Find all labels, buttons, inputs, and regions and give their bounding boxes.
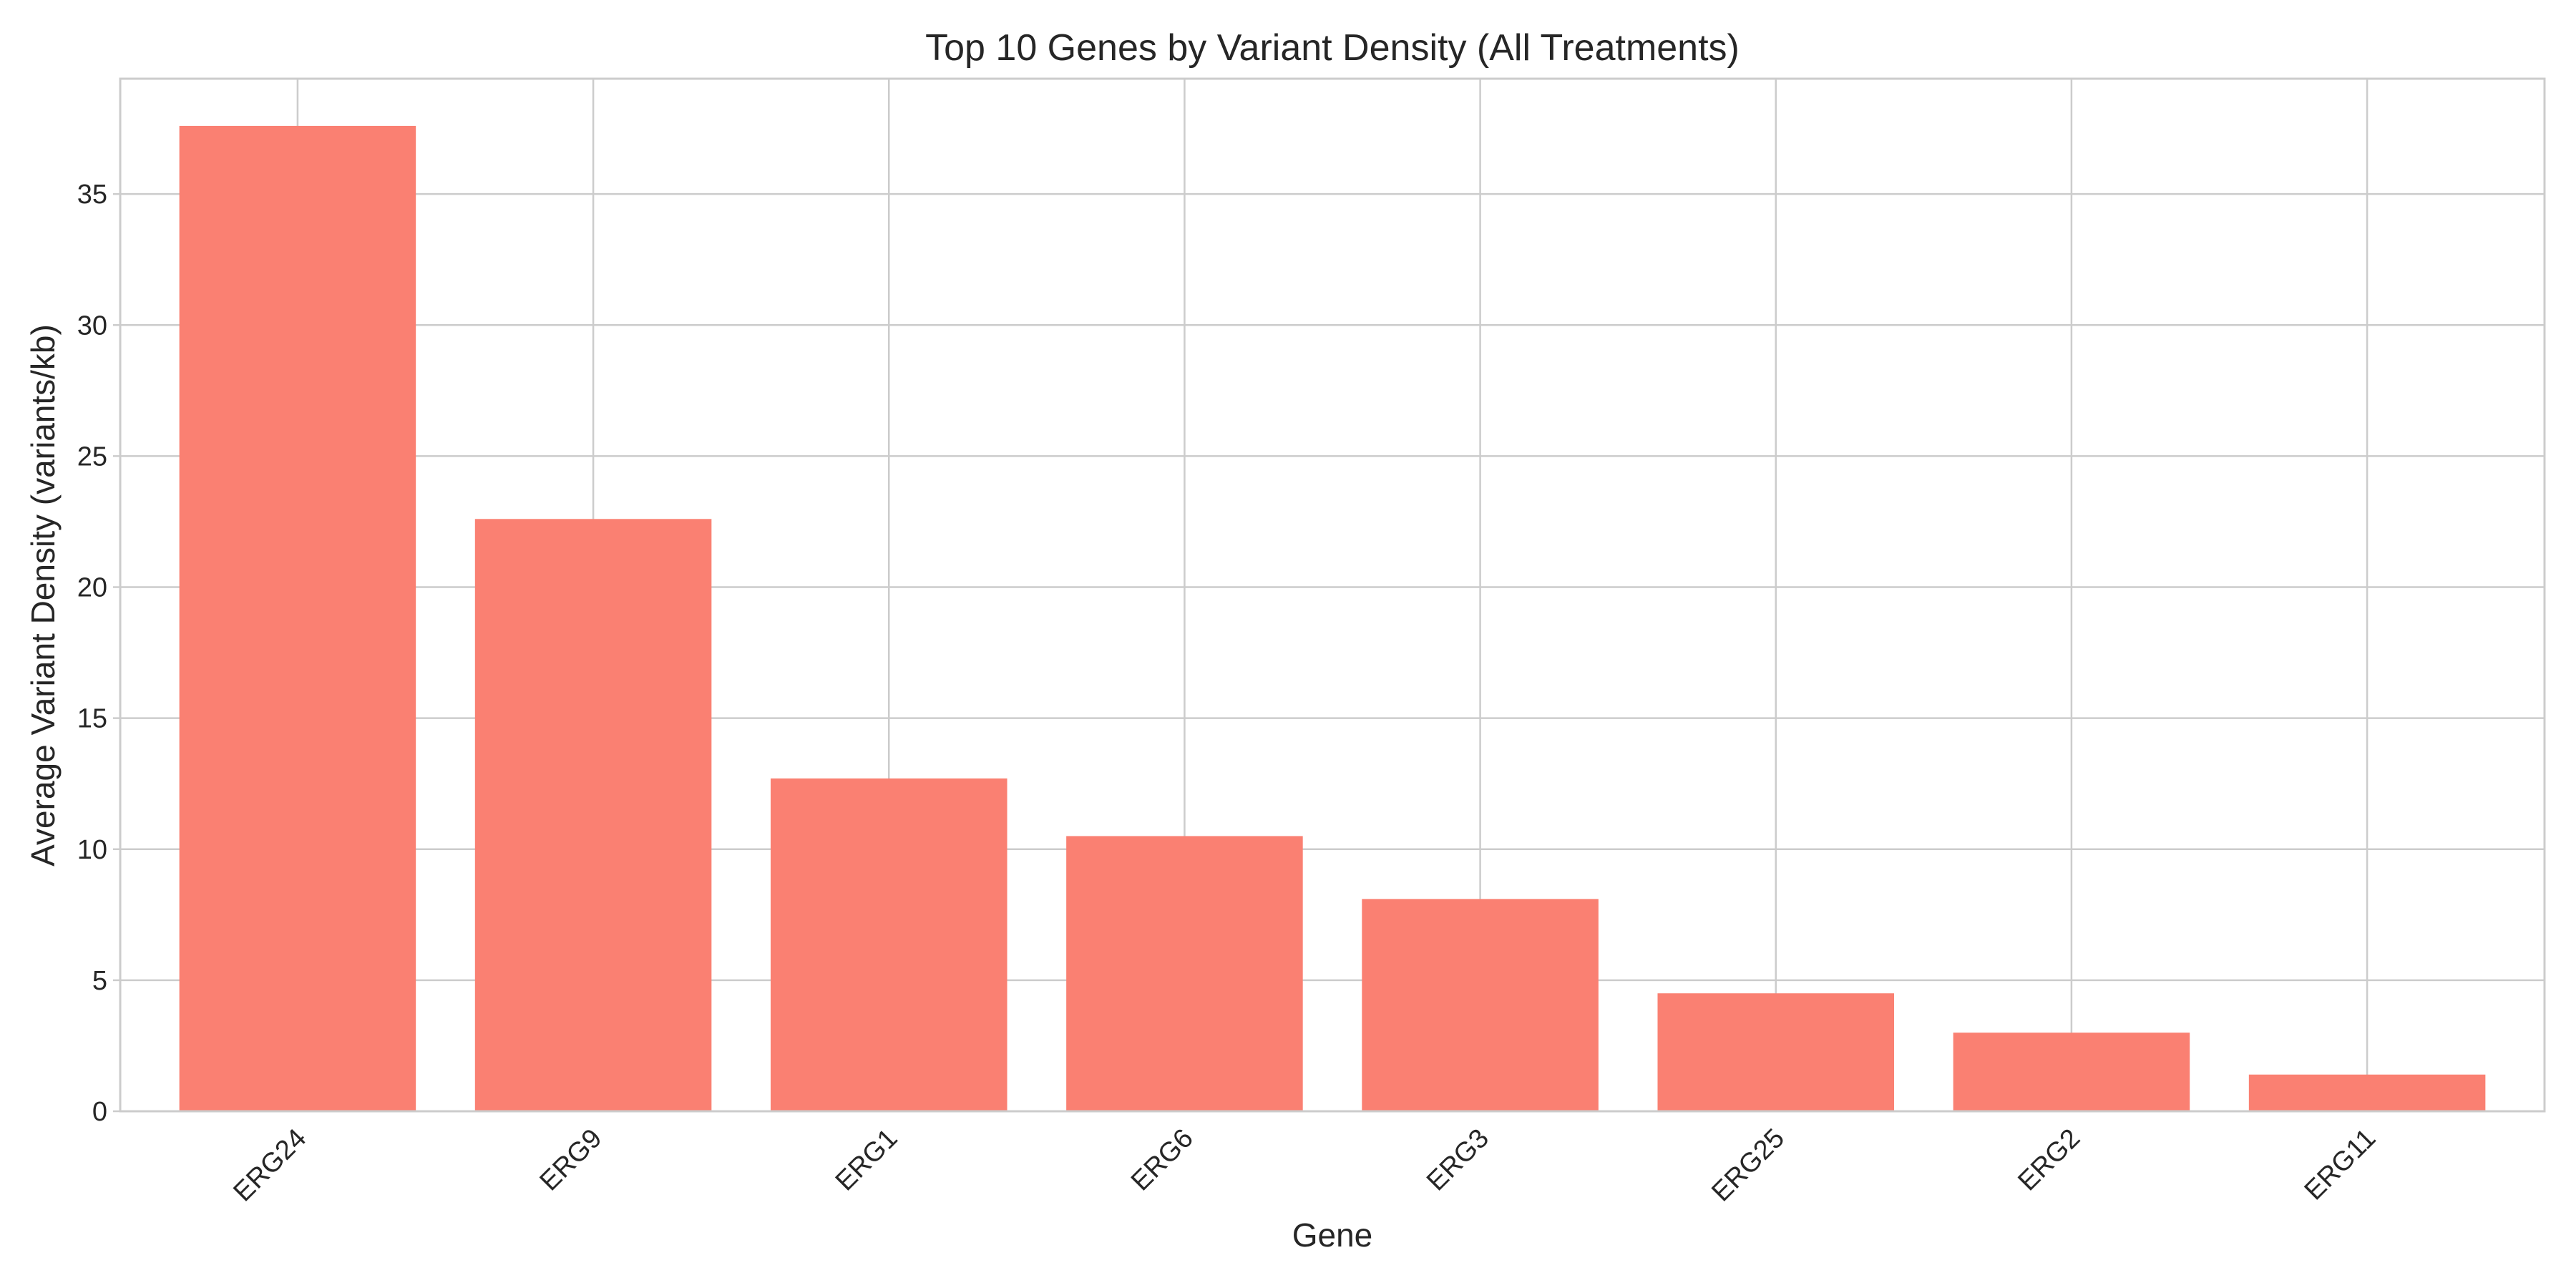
bar-erg24 (179, 125, 416, 1112)
plot-frame (119, 77, 2546, 1113)
x-tick-label: ERG9 (535, 1123, 608, 1197)
bar-erg9 (474, 519, 712, 1111)
y-tick-label: 0 (92, 1097, 107, 1127)
x-tick-label: ERG3 (1421, 1123, 1495, 1197)
x-axis-ticks: ERG24 ERG9 ERG1 ERG6 ERG3 ERG25 ERG2 ERG11 (228, 1123, 2381, 1208)
x-tick-label: ERG1 (830, 1123, 904, 1197)
bar-erg25 (1657, 993, 1895, 1111)
chart-title: Top 10 Genes by Variant Density (All Tre… (925, 27, 1740, 69)
x-tick-label: ERG25 (1706, 1123, 1790, 1208)
y-axis-ticks: 0 5 10 15 20 25 30 35 (77, 180, 120, 1127)
bar-erg11 (2248, 1074, 2486, 1111)
y-tick-label: 5 (92, 966, 107, 996)
x-tick-label: ERG6 (1126, 1123, 1199, 1197)
y-tick-label: 30 (77, 311, 107, 341)
bar-erg2 (1953, 1033, 2190, 1111)
y-axis-label: Average Variant Density (variants/kb) (24, 324, 62, 867)
y-tick-label: 35 (77, 180, 107, 210)
y-tick-label: 10 (77, 835, 107, 865)
y-tick-label: 20 (77, 573, 107, 603)
bar-erg6 (1066, 836, 1303, 1111)
bar-erg3 (1362, 899, 1599, 1111)
bar-erg1 (770, 778, 1008, 1111)
x-axis-label: Gene (1292, 1216, 1373, 1254)
bars (179, 125, 2486, 1112)
x-tick-label: ERG2 (2012, 1123, 2086, 1197)
y-tick-label: 15 (77, 704, 107, 734)
x-tick-label: ERG24 (228, 1123, 312, 1208)
y-tick-label: 25 (77, 441, 107, 472)
x-tick-label: ERG11 (2299, 1123, 2382, 1206)
